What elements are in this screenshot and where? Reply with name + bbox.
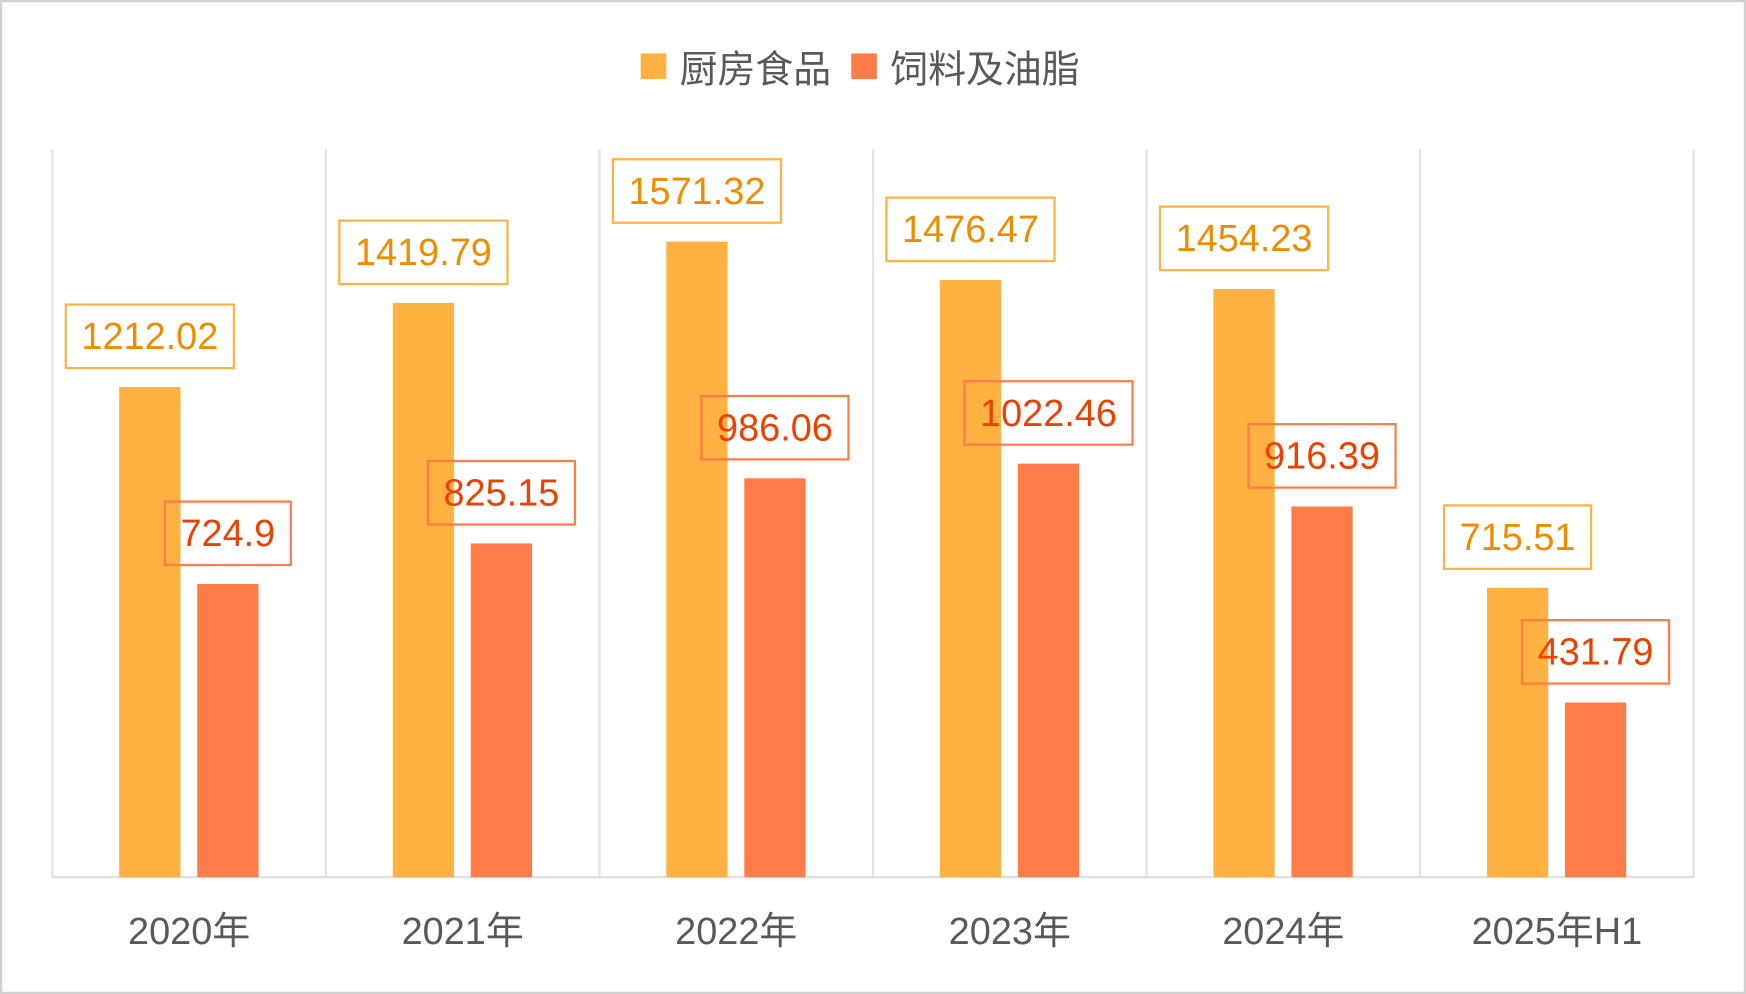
grid (51, 149, 1695, 879)
bar-0-3 (939, 279, 1002, 878)
data-label-box-0-4 (1158, 205, 1330, 272)
data-label-1-0: 724.9 (180, 513, 275, 555)
data-label-1-5: 431.79 (1538, 632, 1654, 674)
data-label-1-1: 825.15 (443, 473, 559, 515)
bar-0-4 (1213, 288, 1275, 878)
legend-label-1: 饲料及油脂 (890, 49, 1079, 91)
data-label-0-2: 1571.32 (628, 171, 765, 213)
bar-0-5 (1486, 587, 1549, 878)
bar-1-0 (197, 583, 259, 878)
x-tick-label: 2021年 (402, 911, 524, 953)
data-label-1-3: 1022.46 (980, 393, 1117, 435)
data-label-1-2: 986.06 (717, 408, 833, 450)
bar-1-4 (1291, 506, 1353, 878)
x-tick-label: 2020年 (128, 911, 250, 953)
data-label-0-0: 1212.02 (81, 316, 218, 358)
data-label-box-0-5 (1442, 504, 1593, 570)
data-label-1-4: 916.39 (1264, 436, 1380, 478)
data-labels: 1212.02 724.9 1419.79 825.15 1571.32 986.06 14… (64, 158, 1671, 685)
x-tick-label: 2025年H1 (1472, 911, 1643, 953)
bar-1-5 (1564, 702, 1627, 878)
legend-swatch-1 (851, 53, 877, 80)
bar-0-1 (392, 302, 455, 878)
data-label-box-1-3 (963, 380, 1134, 446)
x-tick-label: 2023年 (949, 911, 1071, 953)
legend-label-0: 厨房食品 (680, 49, 832, 91)
x-axis-ticks: 2020年 2021年 2022年 2023年 2024年 2025年H1 (128, 911, 1642, 953)
bar-0-0 (119, 386, 181, 878)
data-label-box-0-3 (885, 196, 1056, 263)
bar-1-1 (470, 543, 533, 878)
data-label-box-1-1 (426, 459, 577, 526)
data-label-0-3: 1476.47 (902, 209, 1039, 251)
data-label-box-0-2 (611, 158, 783, 224)
data-label-box-0-1 (338, 219, 509, 286)
bar-1-3 (1017, 463, 1080, 878)
data-label-box-0-0 (64, 303, 236, 370)
bars (119, 241, 1627, 878)
data-label-box-1-0 (163, 500, 292, 567)
data-label-box-1-2 (700, 394, 850, 461)
legend: 厨房食品 饲料及油脂 (640, 49, 1080, 91)
x-tick-label: 2024年 (1222, 911, 1344, 953)
data-label-0-5: 715.51 (1460, 517, 1576, 559)
legend-swatch-0 (640, 53, 667, 80)
data-label-box-1-4 (1247, 423, 1397, 489)
bar-0-2 (666, 241, 728, 878)
bar-1-2 (744, 478, 806, 878)
data-label-0-1: 1419.79 (355, 232, 492, 274)
data-label-box-1-5 (1520, 619, 1671, 685)
data-label-0-4: 1454.23 (1176, 218, 1313, 260)
x-tick-label: 2022年 (675, 911, 797, 953)
